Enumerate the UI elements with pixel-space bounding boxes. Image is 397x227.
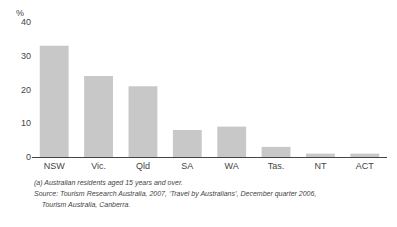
svg-text:Tas.: Tas. bbox=[268, 161, 285, 171]
svg-text:30: 30 bbox=[21, 51, 31, 61]
svg-text:20: 20 bbox=[21, 85, 31, 95]
svg-text:0: 0 bbox=[26, 152, 31, 162]
svg-text:10: 10 bbox=[21, 118, 31, 128]
svg-text:Qld: Qld bbox=[136, 161, 150, 171]
svg-text:Tourism Australia, Canberra.: Tourism Australia, Canberra. bbox=[34, 201, 130, 208]
svg-text:SA: SA bbox=[181, 161, 193, 171]
svg-text:%: % bbox=[16, 8, 24, 18]
svg-text:ACT: ACT bbox=[356, 161, 375, 171]
svg-text:NSW: NSW bbox=[44, 161, 66, 171]
svg-text:Source: Tourism Research Austr: Source: Tourism Research Australia, 2007… bbox=[34, 190, 316, 198]
svg-text:NT: NT bbox=[314, 161, 326, 171]
svg-text:WA: WA bbox=[225, 161, 239, 171]
svg-text:40: 40 bbox=[21, 17, 31, 27]
svg-text:(a) Australian residents aged: (a) Australian residents aged 15 years a… bbox=[34, 179, 183, 187]
svg-text:Vic.: Vic. bbox=[91, 161, 106, 171]
